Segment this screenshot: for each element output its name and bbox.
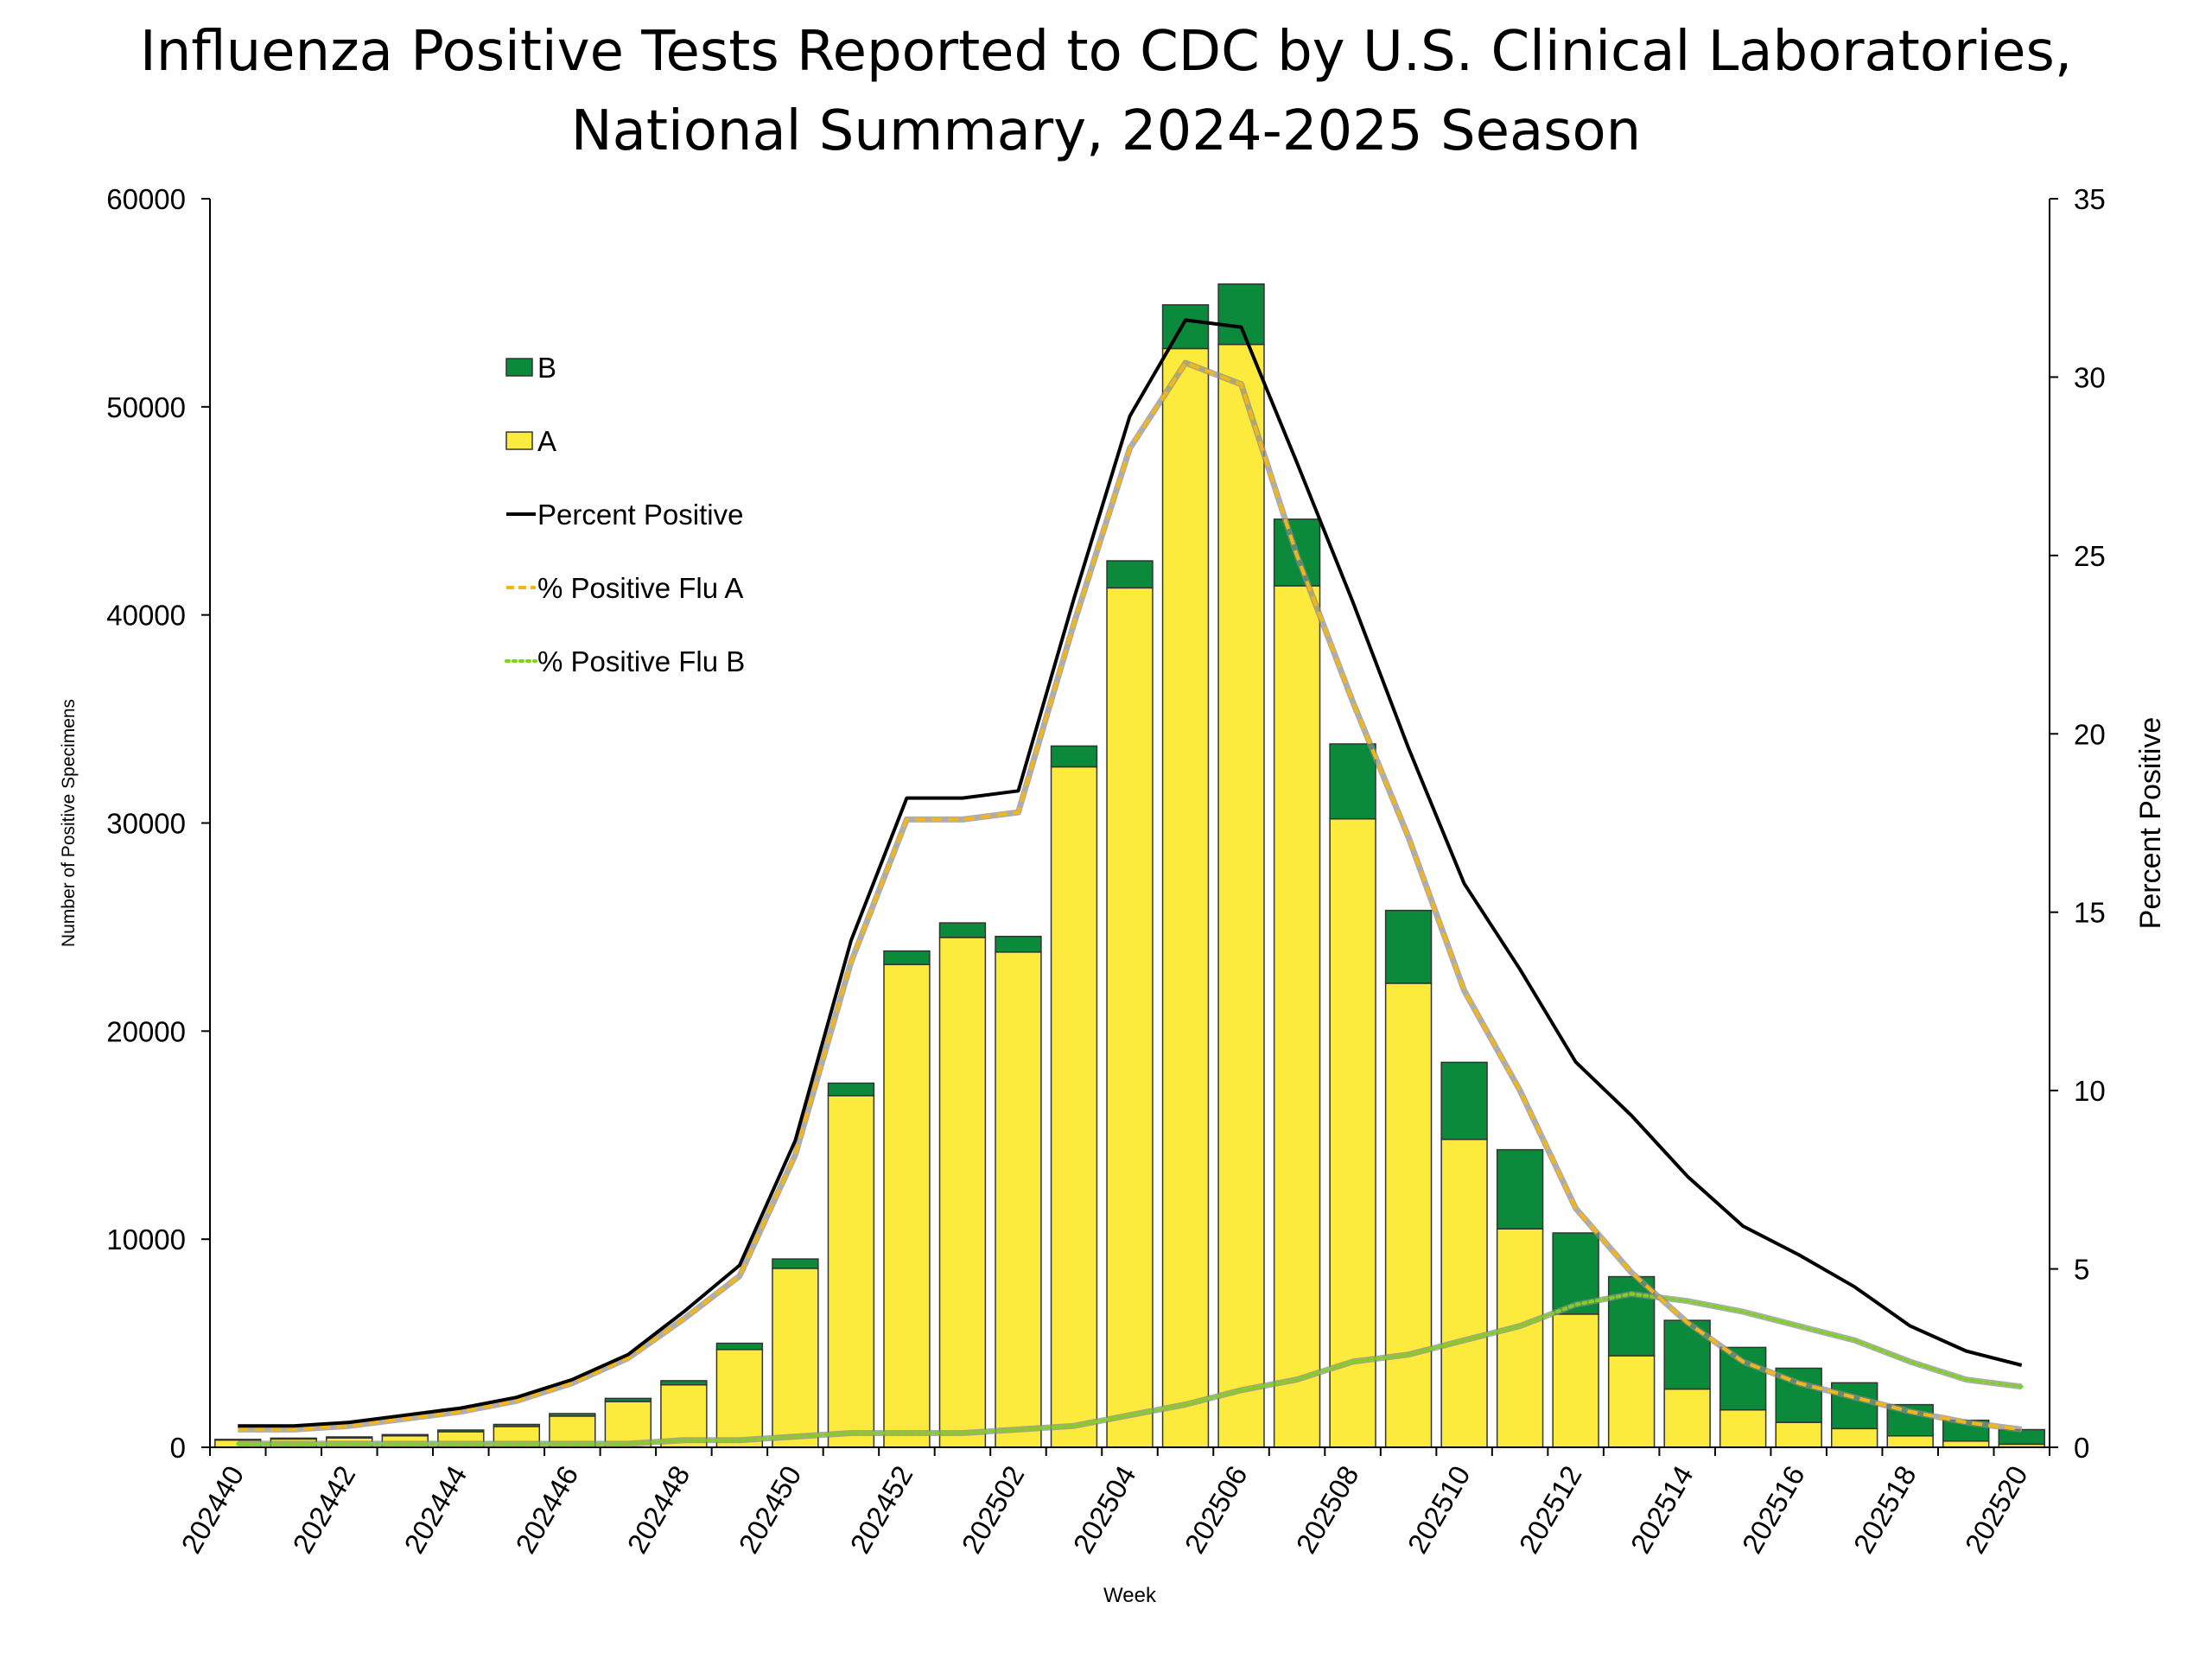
bar-b-202504 (1106, 560, 1154, 589)
bar-a-202504 (1106, 587, 1154, 1448)
y2-tick-label: 25 (2074, 540, 2106, 572)
x-tick-label: 202516 (1736, 1460, 1811, 1559)
bar-b-202448 (660, 1380, 708, 1386)
legend-label-positive-flu-b: % Positive Flu B (537, 645, 745, 677)
bar-a-202450 (772, 1268, 819, 1448)
bar-a-202509 (1384, 982, 1433, 1448)
bar-a-202515 (1719, 1408, 1767, 1448)
y2-tick-label: 35 (2074, 183, 2106, 215)
bar-b-202510 (1440, 1061, 1488, 1141)
y-tick-label: 40000 (106, 600, 186, 632)
y-tick-label: 10000 (106, 1224, 186, 1255)
bar-b-202452 (883, 950, 931, 966)
y2-tick-label: 10 (2074, 1075, 2106, 1107)
y-tick-label: 60000 (106, 183, 186, 215)
bar-b-202509 (1384, 909, 1433, 984)
y-axis-title: Number of Positive Specimens (59, 699, 79, 947)
bar-a-202514 (1663, 1388, 1711, 1448)
bar-b-202444 (437, 1429, 485, 1433)
x-tick-label: 202448 (620, 1460, 696, 1559)
y2-tick-label: 5 (2074, 1254, 2089, 1286)
x-tick-label: 202510 (1402, 1460, 1477, 1559)
x-tick-label: 202444 (397, 1460, 473, 1559)
y-tick-label: 50000 (106, 391, 186, 423)
bar-a-202502 (995, 951, 1042, 1448)
bar-b-202443 (381, 1433, 429, 1437)
x-tick-label: 202518 (1847, 1460, 1923, 1559)
bar-b-202517 (1830, 1382, 1878, 1430)
y2-tick-label: 20 (2074, 718, 2106, 750)
y-tick-label: 0 (170, 1432, 186, 1464)
bar-a-202508 (1329, 817, 1376, 1448)
chart-title-line-1: Influenza Positive Tests Reported to CDC… (139, 20, 2073, 84)
lines-layer (236, 318, 2024, 1447)
bar-b-202451 (827, 1082, 875, 1096)
y2-tick-label: 0 (2074, 1432, 2089, 1464)
bar-b-202515 (1719, 1346, 1767, 1411)
x-axis-title: Week (1103, 1584, 1157, 1607)
legend-swatch-a (505, 431, 533, 450)
x-tick-label: 202508 (1290, 1460, 1365, 1559)
bar-a-202449 (715, 1349, 764, 1448)
bar-b-202449 (715, 1342, 764, 1351)
x-tick-label: 202502 (955, 1460, 1030, 1559)
bar-a-202519 (1942, 1440, 1990, 1448)
bar-b-202511 (1496, 1148, 1544, 1230)
bar-a-202507 (1273, 585, 1321, 1448)
bar-b-202445 (493, 1423, 541, 1427)
bar-b-202520 (1998, 1428, 2045, 1446)
bar-b-202501 (938, 922, 987, 938)
bar-a-202448 (660, 1384, 708, 1448)
x-tick-label: 202512 (1513, 1460, 1588, 1559)
x-tick-label: 202442 (286, 1460, 361, 1559)
bar-a-202516 (1775, 1421, 1822, 1448)
bar-b-202505 (1161, 304, 1210, 350)
bar-a-202511 (1496, 1228, 1544, 1448)
bar-a-202505 (1161, 347, 1210, 1448)
bar-a-202451 (827, 1095, 875, 1448)
bar-b-202447 (604, 1397, 652, 1402)
bar-a-202452 (883, 963, 931, 1448)
x-tick-label: 202504 (1066, 1460, 1141, 1559)
chart-title: Influenza Positive Tests Reported to CDC… (0, 12, 2212, 171)
y-tick-label: 20000 (106, 1015, 186, 1047)
x-tick-label: 202452 (843, 1460, 918, 1559)
x-tick-label: 202440 (175, 1460, 250, 1559)
bar-a-202503 (1050, 766, 1098, 1448)
x-tick-label: 202506 (1178, 1460, 1253, 1559)
x-tick-label: 202520 (1959, 1460, 2034, 1559)
legend-swatch-b (505, 358, 533, 377)
bar-a-202517 (1830, 1427, 1878, 1448)
legend-label-a: A (537, 425, 556, 457)
y2-tick-label: 30 (2074, 361, 2106, 393)
y2-tick-label: 15 (2074, 897, 2106, 929)
bar-b-202506 (1217, 283, 1265, 346)
bar-a-202513 (1607, 1355, 1656, 1448)
bars-layer (214, 283, 2045, 1448)
legend: B A Percent Positive % Positive Flu A % Posi… (505, 352, 745, 677)
bar-a-202501 (938, 937, 987, 1448)
bar-a-202510 (1440, 1138, 1488, 1448)
legend-label-positive-flu-a: % Positive Flu A (537, 572, 743, 604)
legend-label-percent-positive: Percent Positive (537, 499, 743, 531)
bar-b-202503 (1050, 745, 1098, 768)
bar-a-202506 (1217, 343, 1265, 1448)
bar-a-202512 (1552, 1313, 1599, 1448)
bar-a-202518 (1886, 1435, 1934, 1448)
bar-b-202441 (270, 1437, 317, 1440)
bar-b-202446 (549, 1413, 596, 1417)
bar-b-202442 (326, 1436, 373, 1439)
y2-axis-title: Percent Positive (2134, 717, 2167, 930)
chart-title-line-2: National Summary, 2024-2025 Season (570, 99, 1642, 163)
bar-b-202502 (995, 936, 1042, 953)
x-tick-label: 202450 (732, 1460, 807, 1559)
x-tick-label: 202514 (1624, 1460, 1700, 1559)
x-tick-label: 202446 (509, 1460, 584, 1559)
legend-label-b: B (537, 352, 556, 384)
y-tick-label: 30000 (106, 808, 186, 840)
bar-b-202508 (1329, 743, 1376, 820)
bar-b-202450 (772, 1258, 819, 1269)
